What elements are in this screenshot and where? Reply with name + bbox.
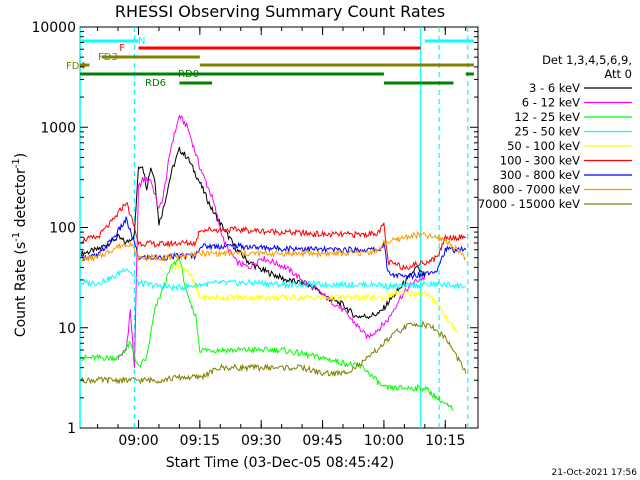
y-axis-label-main: Count Rate (s bbox=[13, 242, 29, 337]
x-tick-label: 09:30 bbox=[241, 433, 281, 449]
state-bar-label: N bbox=[138, 36, 145, 47]
series-line bbox=[80, 146, 426, 320]
series-line bbox=[80, 320, 467, 385]
legend-entry-label: 6 - 12 keV bbox=[522, 96, 580, 110]
state-bar-label: RD0 bbox=[178, 69, 199, 80]
series-line bbox=[170, 261, 458, 333]
y-tick-label: 10 bbox=[58, 321, 76, 337]
y-axis-label-sup2: -1 bbox=[11, 158, 22, 168]
chart-title: RHESSI Observing Summary Count Rates bbox=[115, 2, 445, 21]
series-line bbox=[80, 201, 466, 271]
series-line bbox=[117, 114, 426, 369]
y-axis-label-tail: detector bbox=[13, 168, 29, 232]
legend-entry-label: 100 - 300 keV bbox=[500, 154, 580, 168]
legend-header-line-1: Det 1,3,4,5,6,9, bbox=[542, 53, 632, 67]
legend-entry-label: 300 - 800 keV bbox=[500, 168, 580, 182]
legend-entry-label: 3 - 6 keV bbox=[529, 81, 580, 95]
state-bar-label: F bbox=[119, 43, 125, 54]
state-bar-label: FD4 bbox=[66, 61, 86, 72]
y-axis-label: Count Rate (s-1 detector-1) bbox=[11, 153, 29, 337]
y-tick-label: 10000 bbox=[31, 20, 76, 36]
generation-timestamp: 21-Oct-2021 17:56 bbox=[552, 468, 638, 478]
state-bar-label: RD6 bbox=[145, 78, 166, 89]
x-tick-label: 09:45 bbox=[302, 433, 342, 449]
legend-entry-label: 50 - 100 keV bbox=[507, 139, 580, 153]
y-axis-label-sup: -1 bbox=[11, 232, 22, 242]
x-tick-label: 09:00 bbox=[118, 433, 158, 449]
y-tick-label: 1 bbox=[67, 421, 76, 437]
x-axis-label: Start Time (03-Dec-05 08:45:42) bbox=[166, 455, 394, 471]
series-line bbox=[81, 256, 454, 411]
legend-header-line-2: Att 0 bbox=[604, 67, 632, 81]
legend-entry-label: 7000 - 15000 keV bbox=[478, 197, 580, 211]
y-tick-label: 100 bbox=[49, 221, 76, 237]
y-axis-label-close: ) bbox=[13, 153, 29, 158]
legend-entry-label: 25 - 50 keV bbox=[514, 125, 580, 139]
x-tick-label: 10:00 bbox=[364, 433, 404, 449]
x-tick-label: 10:15 bbox=[425, 433, 465, 449]
series-layer bbox=[80, 114, 467, 411]
legend-entry-label: 800 - 7000 keV bbox=[492, 183, 580, 197]
series-line bbox=[81, 230, 467, 263]
axes: 09:00 09:15 09:30 09:45 10:00 10:15 1 10 100 1000… bbox=[31, 20, 478, 449]
x-tick-label: 09:15 bbox=[180, 433, 220, 449]
legend-entry-label: 12 - 25 keV bbox=[514, 110, 580, 124]
state-bar-label: FD3 bbox=[98, 52, 118, 63]
series-line bbox=[80, 267, 467, 292]
y-tick-label: 1000 bbox=[40, 120, 76, 136]
